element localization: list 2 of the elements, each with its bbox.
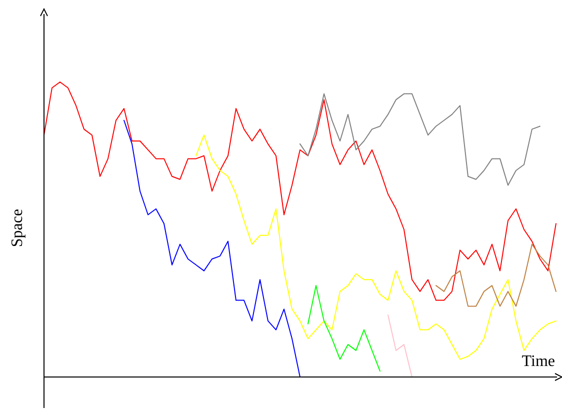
x-axis-title: Time (522, 353, 555, 370)
y-axis-title: Space (9, 208, 26, 248)
